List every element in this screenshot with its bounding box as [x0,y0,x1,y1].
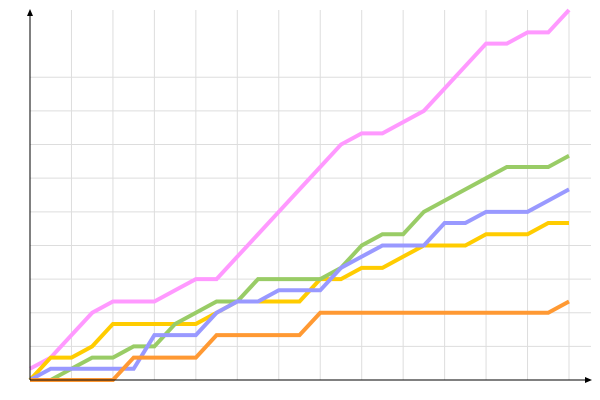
series-line-2 [28,221,569,382]
series-group [28,8,571,382]
y-axis-arrow [27,9,33,16]
series-line-1 [29,8,571,371]
axes [27,9,592,383]
series-line-5 [30,299,570,382]
series-line-3 [30,153,570,382]
series-line-4 [29,187,570,382]
grid [30,10,591,380]
x-axis-arrow [585,377,592,383]
